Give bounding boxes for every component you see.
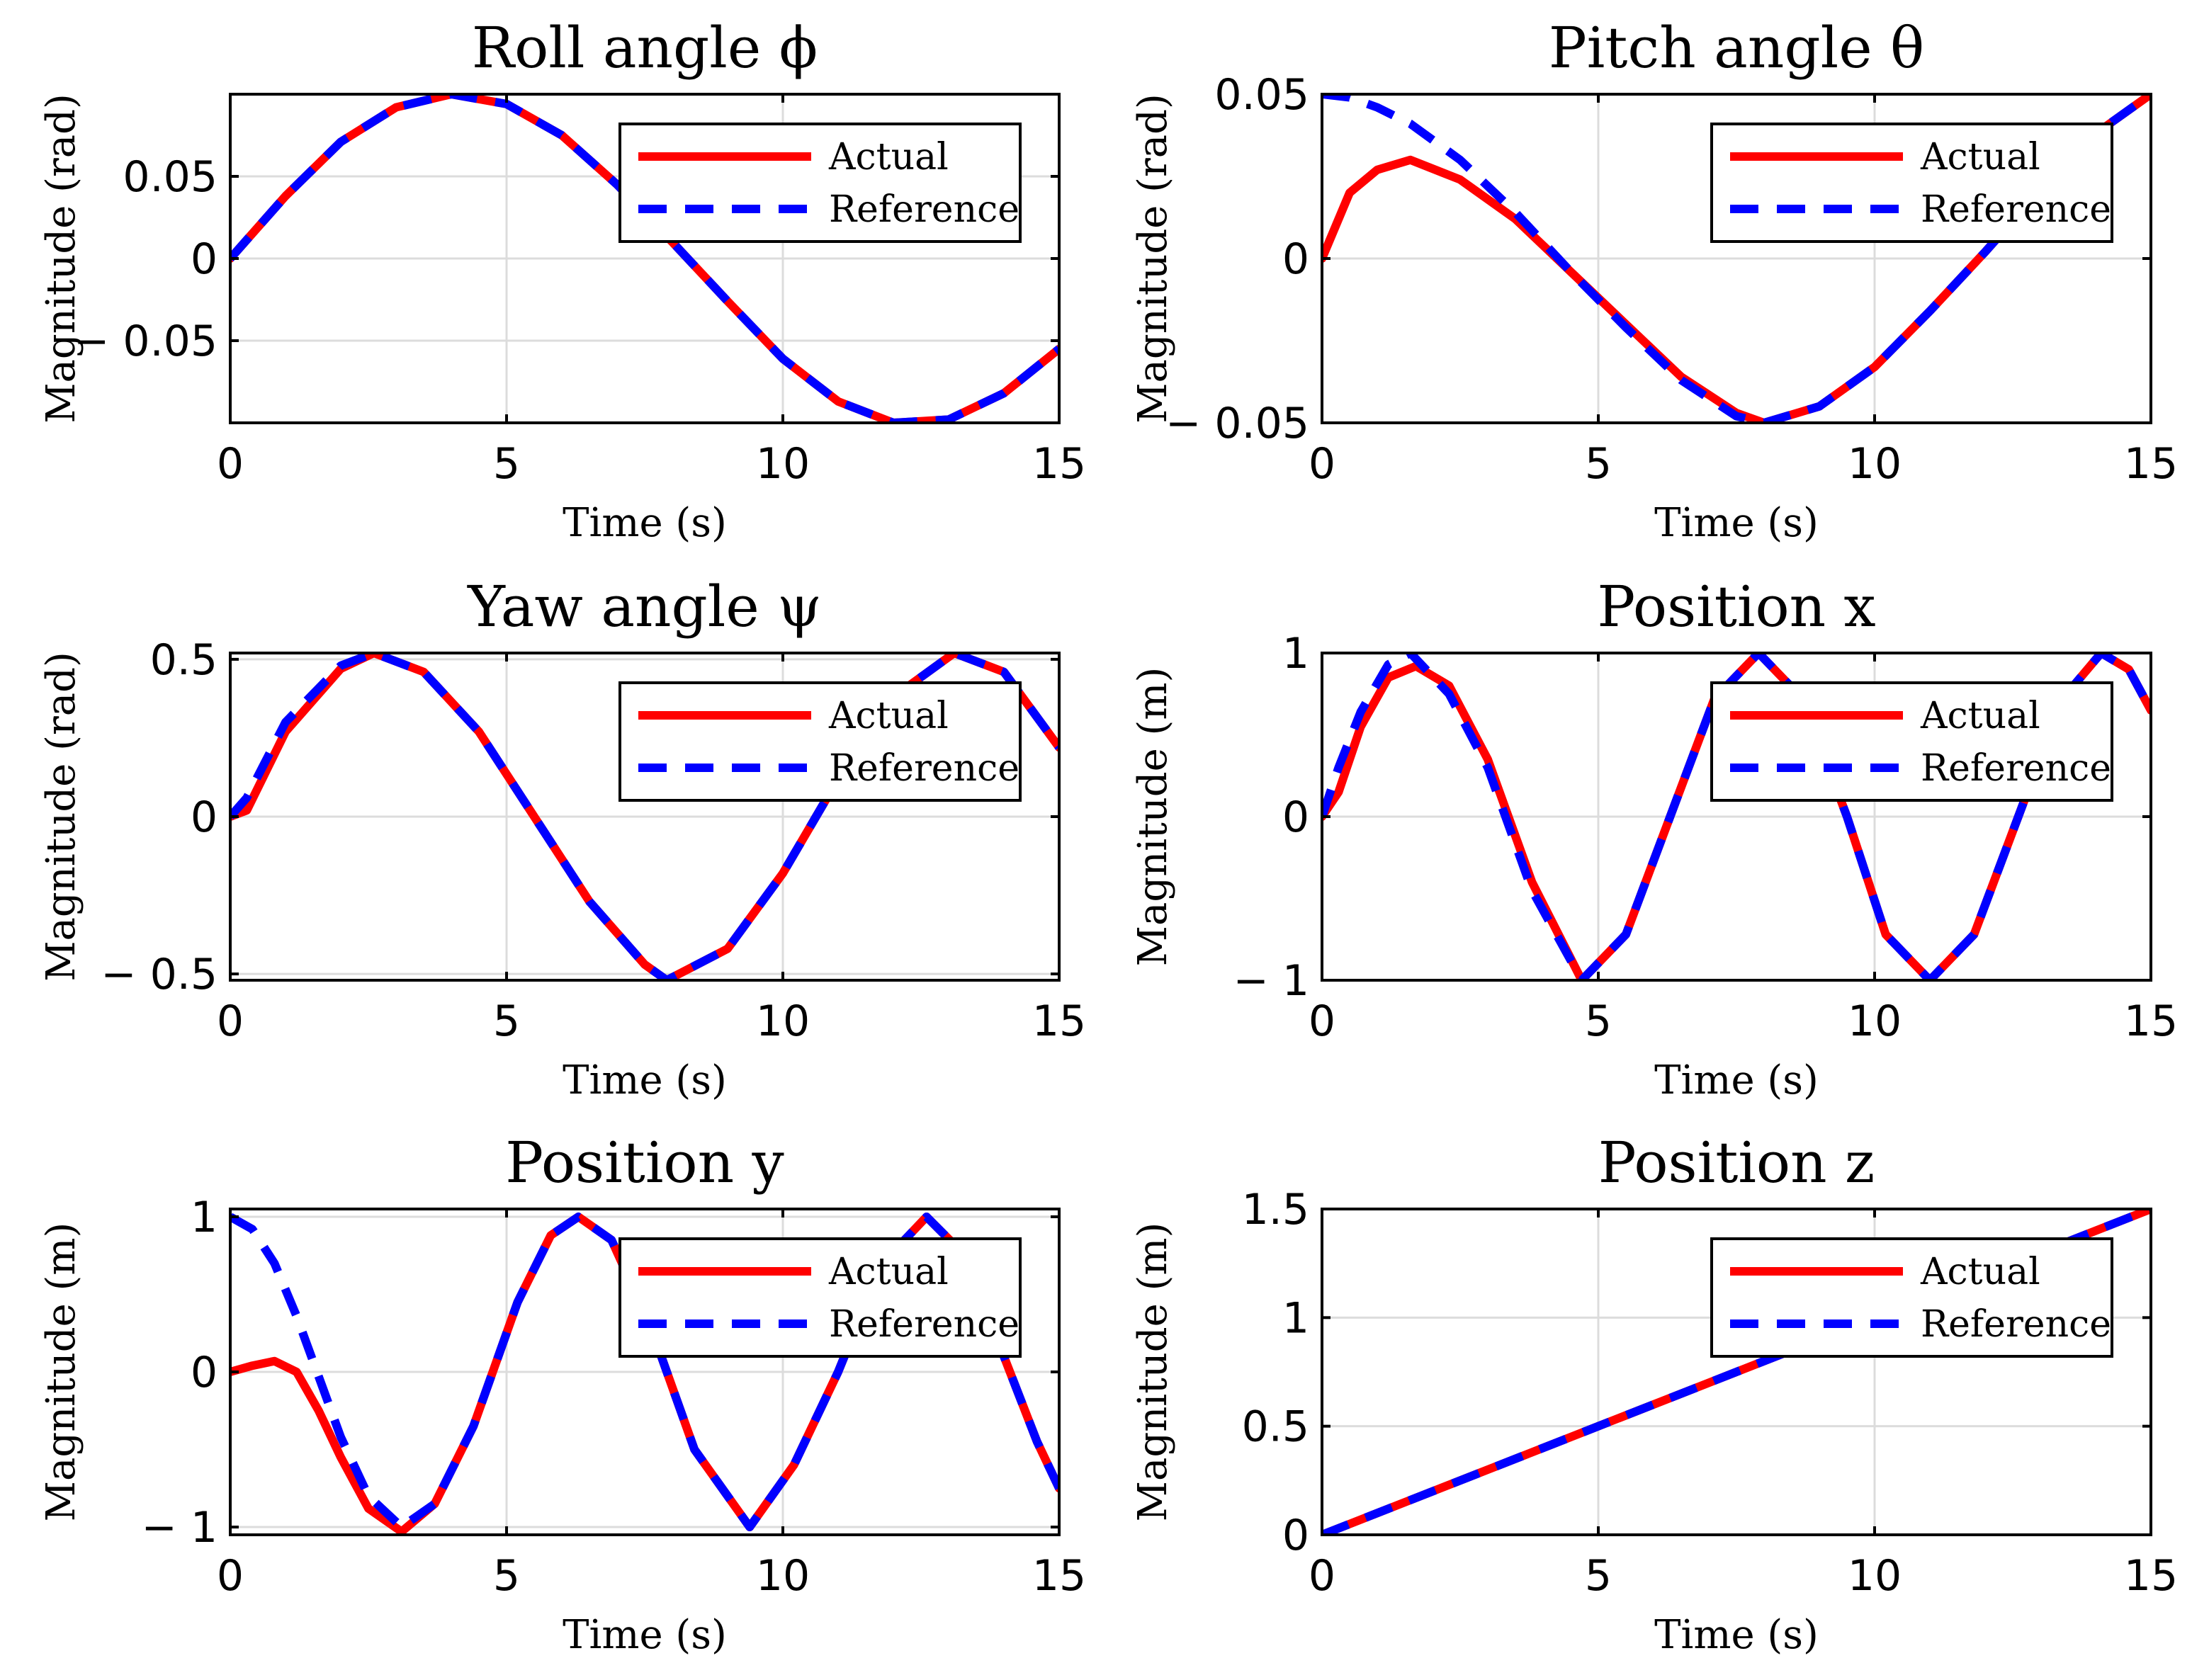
axes-frame [1321, 1208, 2152, 1536]
chart-title: Position z [1598, 1130, 1875, 1196]
x-tick-label: 10 [1848, 997, 1902, 1046]
y-tick-label: 0.5 [150, 635, 217, 685]
legend-box [618, 681, 1022, 802]
y-axis-label: Magnitude (m) [38, 1222, 84, 1522]
chart-title: Yaw angle ψ [467, 574, 822, 640]
chart-title: Position y [505, 1130, 784, 1196]
y-axis-label: Magnitude (rad) [38, 652, 84, 982]
y-tick-label: 1 [1282, 1293, 1309, 1343]
y-tick-label: − 0.05 [1165, 399, 1309, 448]
legend-box [1710, 1237, 2113, 1358]
legend: Actual Reference [618, 681, 1022, 802]
x-tick-label: 15 [2124, 997, 2178, 1046]
subplot-1: 0 5 10 15 0.05 0 − 0.05 Roll angle ϕ Time (s) Mag… [38, 15, 1086, 546]
legend-label-actual: Actual [828, 695, 949, 737]
subplot-6: 0 5 10 15 1.5 1 0.5 0 Position z Time (s) Magnitud… [1130, 1130, 2178, 1658]
legend-label-reference: Reference [829, 188, 1019, 231]
x-tick-label: 0 [1309, 1551, 1335, 1601]
y-tick-label: 0 [191, 793, 217, 842]
chart-title: Pitch angle θ [1549, 15, 1924, 81]
legend: Actual Reference [1710, 1237, 2113, 1358]
x-axis-label: Time (s) [1654, 500, 1819, 546]
x-tick-label: 15 [1032, 1551, 1086, 1601]
legend-label-actual: Actual [1920, 136, 2040, 178]
legend: Actual Reference [618, 123, 1022, 243]
y-tick-label: 0 [191, 234, 217, 284]
x-tick-label: 5 [1585, 997, 1612, 1046]
y-tick-label: − 0.05 [74, 317, 217, 366]
y-axis-label: Magnitude (rad) [38, 93, 84, 424]
legend-label-actual: Actual [1920, 1251, 2040, 1293]
y-tick-label: − 1 [1233, 956, 1309, 1006]
chart-title: Roll angle ϕ [472, 15, 818, 81]
series-line-reference [1322, 1209, 2151, 1535]
legend-box [1710, 681, 2113, 802]
legend-label-reference: Reference [1921, 747, 2111, 790]
y-tick-label: − 0.5 [101, 950, 217, 999]
y-tick-label: 0.5 [1242, 1402, 1309, 1452]
y-axis-label: Magnitude (m) [1130, 667, 1176, 967]
y-tick-label: 0.05 [1214, 70, 1309, 120]
legend: Actual Reference [1710, 681, 2113, 802]
y-tick-label: 0 [1282, 793, 1309, 842]
x-tick-label: 5 [493, 1551, 520, 1601]
y-axis-label: Magnitude (rad) [1130, 93, 1176, 424]
legend-label-reference: Reference [1921, 188, 2111, 231]
y-tick-label: 0 [1282, 234, 1309, 284]
x-tick-label: 10 [1848, 1551, 1902, 1601]
x-tick-label: 0 [1309, 439, 1335, 489]
y-axis-label: Magnitude (m) [1130, 1222, 1176, 1522]
x-tick-label: 0 [217, 1551, 244, 1601]
legend: Actual Reference [618, 1237, 1022, 1358]
x-tick-label: 10 [756, 439, 810, 489]
y-tick-label: 0 [1282, 1511, 1309, 1560]
x-tick-label: 5 [493, 997, 520, 1046]
y-tick-label: 0.05 [123, 152, 217, 202]
y-tick-label: 1 [1282, 629, 1309, 679]
legend-label-actual: Actual [1920, 695, 2040, 737]
chart-title: Position x [1597, 574, 1875, 640]
y-tick-label: − 1 [141, 1503, 217, 1553]
legend-label-actual: Actual [828, 136, 949, 178]
x-tick-label: 15 [2124, 439, 2178, 489]
x-axis-label: Time (s) [563, 1612, 727, 1658]
legend-box [1710, 123, 2113, 243]
x-tick-label: 0 [217, 439, 244, 489]
x-tick-label: 10 [756, 997, 810, 1046]
x-tick-label: 0 [1309, 997, 1335, 1046]
x-tick-label: 0 [217, 997, 244, 1046]
x-tick-label: 5 [1585, 439, 1612, 489]
x-tick-label: 15 [2124, 1551, 2178, 1601]
x-axis-label: Time (s) [563, 1057, 727, 1103]
legend-box [618, 1237, 1022, 1358]
x-tick-label: 10 [1848, 439, 1902, 489]
legend: Actual Reference [1710, 123, 2113, 243]
x-axis-label: Time (s) [1654, 1057, 1819, 1103]
x-tick-label: 5 [1585, 1551, 1612, 1601]
legend-label-actual: Actual [828, 1251, 949, 1293]
legend-box [618, 123, 1022, 243]
x-axis-label: Time (s) [563, 500, 727, 546]
x-tick-label: 15 [1032, 997, 1086, 1046]
legend-label-reference: Reference [1921, 1303, 2111, 1346]
legend-label-reference: Reference [829, 747, 1019, 790]
legend-label-reference: Reference [829, 1303, 1019, 1346]
y-tick-label: 0 [191, 1348, 217, 1397]
x-tick-label: 5 [493, 439, 520, 489]
x-axis-label: Time (s) [1654, 1612, 1819, 1658]
series-line-reference [230, 1213, 1059, 1531]
x-tick-label: 10 [756, 1551, 810, 1601]
y-tick-label: 1 [191, 1193, 217, 1242]
x-tick-label: 15 [1032, 439, 1086, 489]
y-tick-label: 1.5 [1242, 1185, 1309, 1235]
